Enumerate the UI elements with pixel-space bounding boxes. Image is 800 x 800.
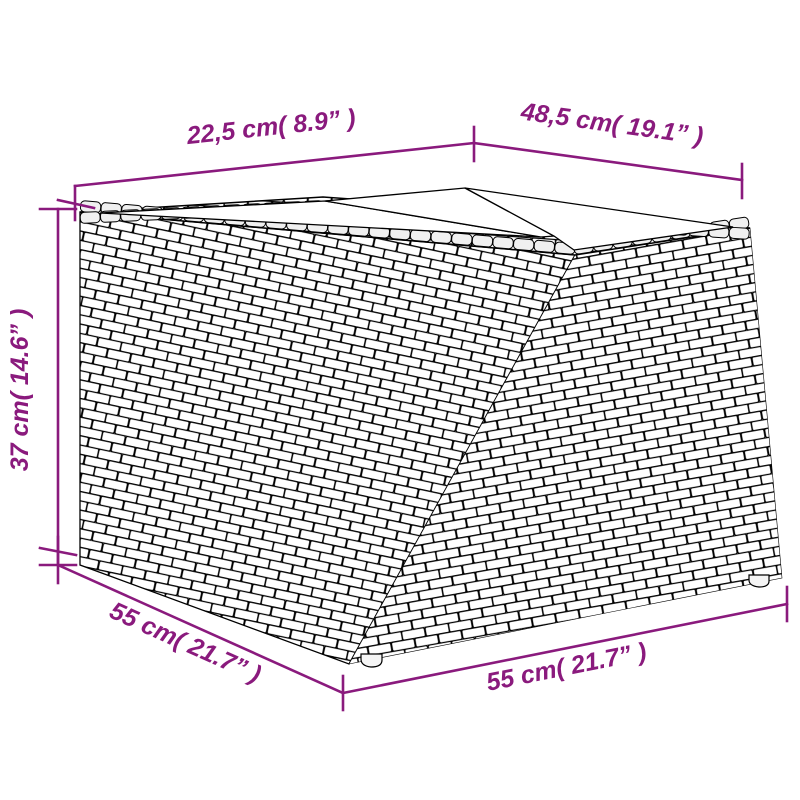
svg-text:22,5 cm( 8.9” ): 22,5 cm( 8.9” ) — [184, 104, 357, 150]
svg-text:55 cm( 21.7” ): 55 cm( 21.7” ) — [484, 637, 649, 696]
svg-text:37 cm( 14.6” ): 37 cm( 14.6” ) — [6, 309, 34, 472]
svg-text:48,5 cm( 19.1” ): 48,5 cm( 19.1” ) — [518, 97, 705, 150]
